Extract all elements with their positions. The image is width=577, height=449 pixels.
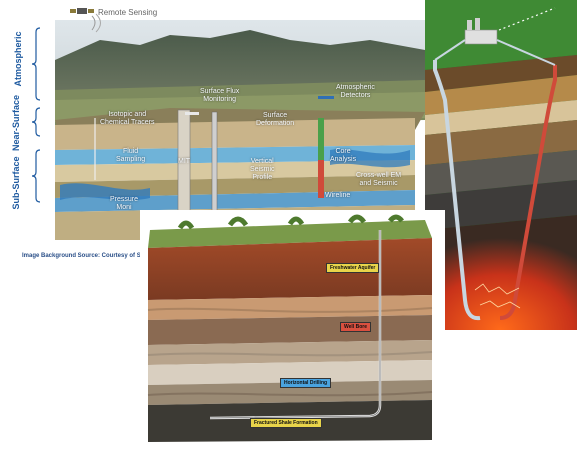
label-fluid-sampling: Fluid Sampling [116, 148, 146, 163]
image-source-note: Image Background Source: Courtesy of Sc [22, 253, 145, 259]
label-atmospheric-detectors: Atmospheric Detectors [336, 84, 375, 99]
monitoring-diagram-art [0, 0, 425, 270]
geothermal-diagram-art [425, 0, 577, 330]
zone-atmospheric-label: Atmospheric [13, 31, 23, 87]
label-mit: MIT [178, 158, 191, 165]
power-plant-icon [464, 18, 498, 45]
label-crosswell: Cross-well EM and Seismic [356, 172, 402, 187]
zone-sub-surface-label: Sub-Surface [11, 156, 21, 210]
remote-sensing-label: Remote Sensing [98, 8, 158, 17]
zone-near-surface-label: Near-Surface [11, 94, 21, 152]
monitoring-diagram: Remote Sensing Atmospheric Near-Surface … [0, 0, 425, 270]
satellite-icon [70, 8, 94, 14]
label-core-analysis: Core Analysis [330, 148, 357, 163]
geothermal-diagram [425, 0, 577, 330]
label-surface-flux: Surface Flux Monitoring [200, 88, 240, 103]
tag-horizontal-drilling: Horizontal Drilling [280, 378, 332, 388]
tag-well-bore: Well Bore [340, 322, 371, 332]
label-isotopic-tracers: Isotopic and Chemical Tracers [100, 111, 155, 126]
fracking-diagram: Freshwater Aquifer Well Bore Horizontal … [140, 210, 445, 449]
tag-freshwater-aquifer: Freshwater Aquifer [326, 263, 380, 273]
fracking-diagram-art [140, 210, 445, 449]
label-wireline: Wireline [325, 192, 351, 199]
label-vertical-seismic: Vertical Seismic Profile [250, 158, 275, 181]
label-pressure-monitoring: Pressure Moni [110, 196, 139, 211]
label-surface-deformation: Surface Deformation [256, 112, 295, 127]
tag-fractured-shale: Fractured Shale Formation [250, 418, 322, 428]
